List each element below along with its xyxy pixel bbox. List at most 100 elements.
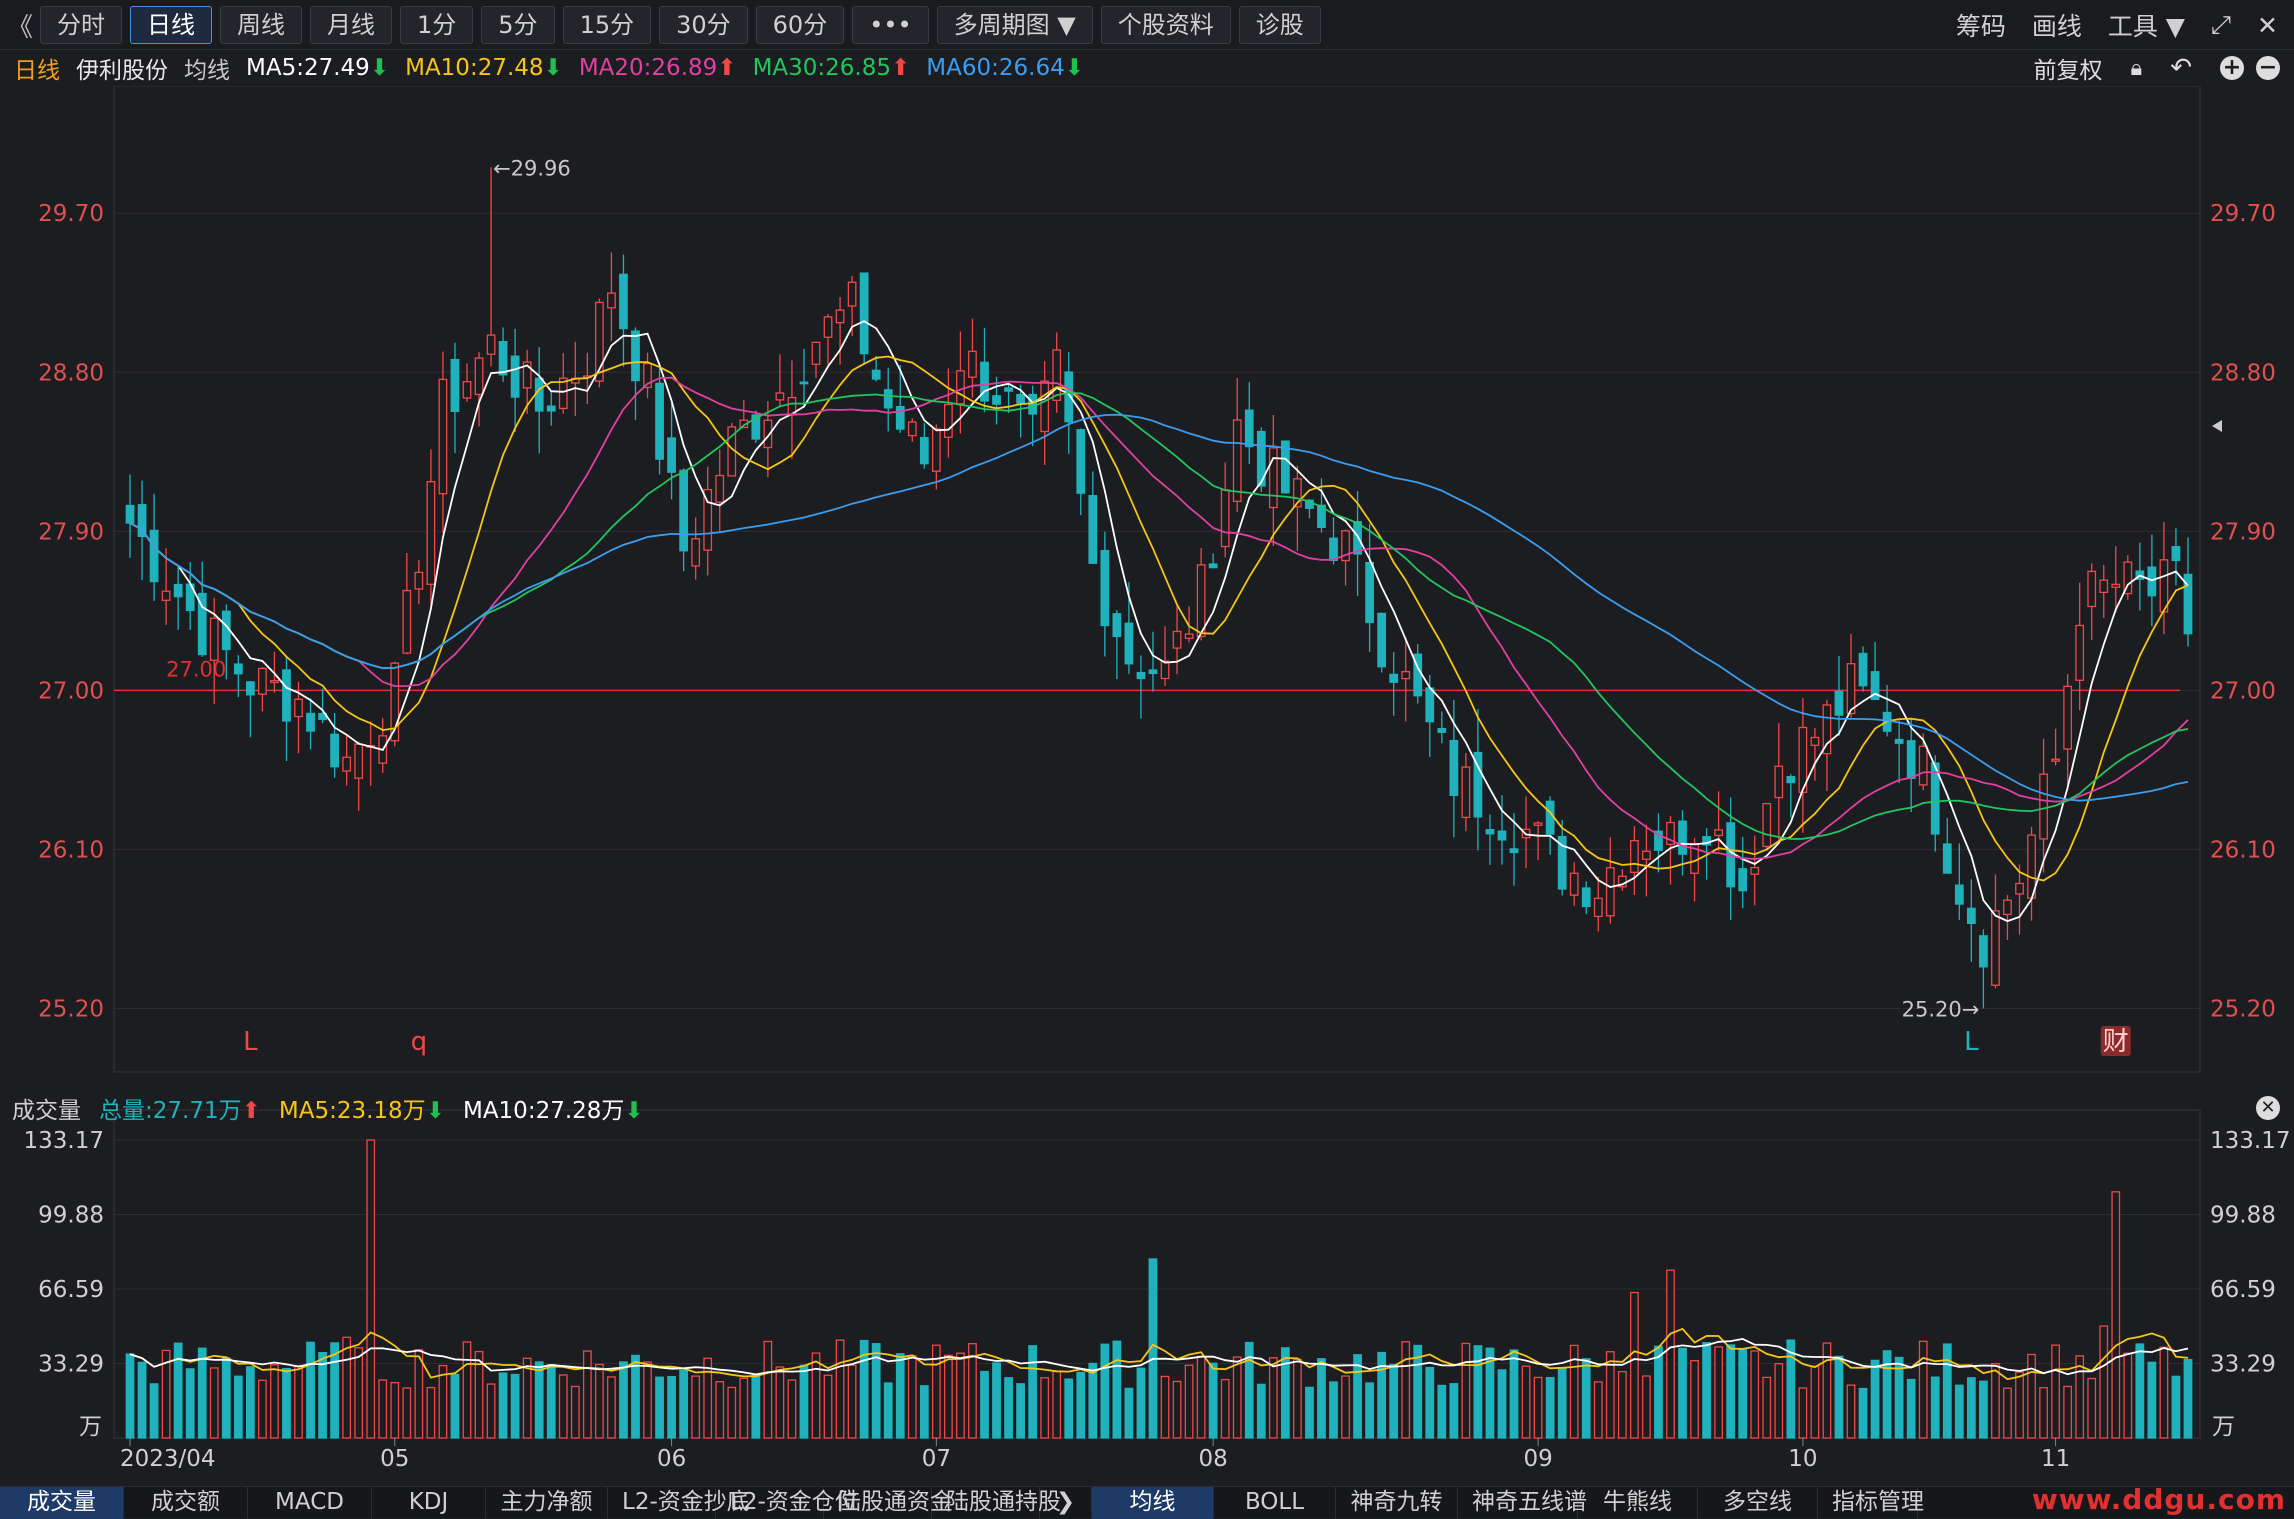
volume-bar [247,1367,254,1438]
expand-icon[interactable]: ⤢ [2211,10,2231,40]
period-tab-1[interactable]: 日线 [130,6,212,44]
volume-bar [2040,1388,2047,1438]
period-tab-6[interactable]: 15分 [563,6,652,44]
restore-rights-button[interactable]: 前复权 [2033,51,2102,85]
volume-bar [680,1370,687,1438]
volume-bar [632,1355,639,1438]
candlestick [1607,868,1614,916]
volume-title: 成交量 [12,1091,81,1125]
toolbar-right-2[interactable]: 工具 ▼ [2108,7,2185,43]
volume-bar [1895,1357,1902,1438]
volume-bar [764,1341,771,1438]
period-tab-4[interactable]: 1分 [400,6,473,44]
volume-bar [1847,1385,1854,1438]
candlestick [1089,496,1096,564]
close-volume-icon[interactable]: ✕ [2256,1096,2280,1120]
volume-bar [1161,1376,1168,1438]
volume-bar [198,1348,205,1438]
volume-bar [2004,1388,2011,1438]
minus-icon[interactable]: − [2256,56,2280,80]
toolbar-right-1[interactable]: 画线 [2032,7,2082,43]
indicator-tab-r-3[interactable]: 神奇五线谱 [1458,1487,1578,1519]
period-tab-12[interactable]: 诊股 [1239,6,1321,44]
candlestick [1811,738,1818,746]
indicator-tab-r-2[interactable]: 神奇九转 [1336,1487,1458,1519]
volume-bar [319,1353,326,1438]
period-tab-10[interactable]: 多周期图 ▼ [937,6,1093,44]
candlestick [1595,898,1602,916]
candlestick [872,370,879,379]
indicator-tab-l-8[interactable]: 陆股通持股 [932,1487,1040,1519]
indicator-tab-l-4[interactable]: 主力净额 [486,1487,608,1519]
volume-ma10: MA10:27.28万⬇ [463,1091,644,1125]
period-tab-0[interactable]: 分时 [40,6,122,44]
candlestick [439,379,446,493]
volume-bar [812,1353,819,1438]
indicator-tab-r-1[interactable]: BOLL [1214,1487,1336,1519]
tabs-more-icon[interactable]: ❯ [1040,1487,1092,1519]
volume-bar [836,1340,843,1438]
stock-name[interactable]: 伊利股份 [76,51,168,85]
volume-bar [608,1377,615,1438]
indicator-tab-l-7[interactable]: 陆股通资金 [824,1487,932,1519]
back-icon[interactable]: 《 [0,7,40,44]
indicator-tab-r-6[interactable]: 指标管理 [1818,1487,1918,1519]
candlestick [800,382,807,384]
volume-bar [1871,1360,1878,1438]
period-tab-5[interactable]: 5分 [481,6,554,44]
volume-bar [1173,1381,1180,1438]
candlestick [1763,804,1770,847]
candlestick [1330,538,1337,560]
candlestick [307,713,314,731]
indicator-tab-l-1[interactable]: 成交额 [124,1487,248,1519]
indicator-tab-l-3[interactable]: KDJ [372,1487,486,1519]
period-tab-2[interactable]: 周线 [220,6,302,44]
candlestick [1366,563,1373,623]
volume-bar [584,1351,591,1438]
period-tab-3[interactable]: 月线 [310,6,392,44]
candlestick [620,274,627,328]
volume-bar [1233,1357,1240,1438]
toolbar-right-0[interactable]: 筹码 [1956,7,2006,43]
volume-bar [740,1378,747,1438]
indicator-tab-l-5[interactable]: L2-资金抄底 [608,1487,716,1519]
period-tab-7[interactable]: 30分 [659,6,748,44]
undo-icon[interactable]: ↶ [2170,53,2192,83]
candlestick [1956,885,1963,904]
candlestick [848,282,855,306]
period-label: 日线 [14,51,60,85]
indicator-tab-r-5[interactable]: 多空线 [1698,1487,1818,1519]
period-tab-11[interactable]: 个股资料 [1101,6,1231,44]
candlestick [126,505,133,523]
volume-bar [1510,1350,1517,1438]
x-tick-label: 09 [1523,1446,1552,1472]
period-tab-8[interactable]: 60分 [756,6,845,44]
candlestick [921,438,928,464]
candlestick [1486,830,1493,834]
volume-bar [1005,1378,1012,1438]
indicator-tab-l-0[interactable]: 成交量 [0,1487,124,1519]
price-tick-label: 27.90 [38,519,104,545]
indicator-tab-r-4[interactable]: 牛熊线 [1578,1487,1698,1519]
volume-bar [307,1342,314,1438]
price-tick-label: 28.80 [2210,360,2276,386]
volume-bar [1835,1356,1842,1438]
indicator-tab-r-0[interactable]: 均线 [1092,1487,1214,1519]
candlestick [1390,674,1397,682]
indicator-tab-l-6[interactable]: L2-资金仓位 [716,1487,824,1519]
close-icon[interactable]: ✕ [2257,11,2278,40]
volume-bar [728,1387,735,1438]
x-tick-label: 08 [1199,1446,1228,1472]
indicator-tab-l-2[interactable]: MACD [248,1487,372,1519]
volume-bar [427,1388,434,1438]
candlestick [2100,580,2107,592]
ma-info-bar: 日线 伊利股份 均线 MA5:27.49⬇ MA10:27.48⬇ MA20:2… [0,50,2294,86]
volume-bar [2052,1345,2059,1438]
lock-icon[interactable]: 🔒︎ [2130,56,2142,81]
volume-unit-label: 万 [79,1414,102,1440]
period-tab-9[interactable]: ••• [852,6,928,44]
volume-tick-label: 99.88 [2210,1202,2276,1228]
plus-icon[interactable]: + [2220,56,2244,80]
